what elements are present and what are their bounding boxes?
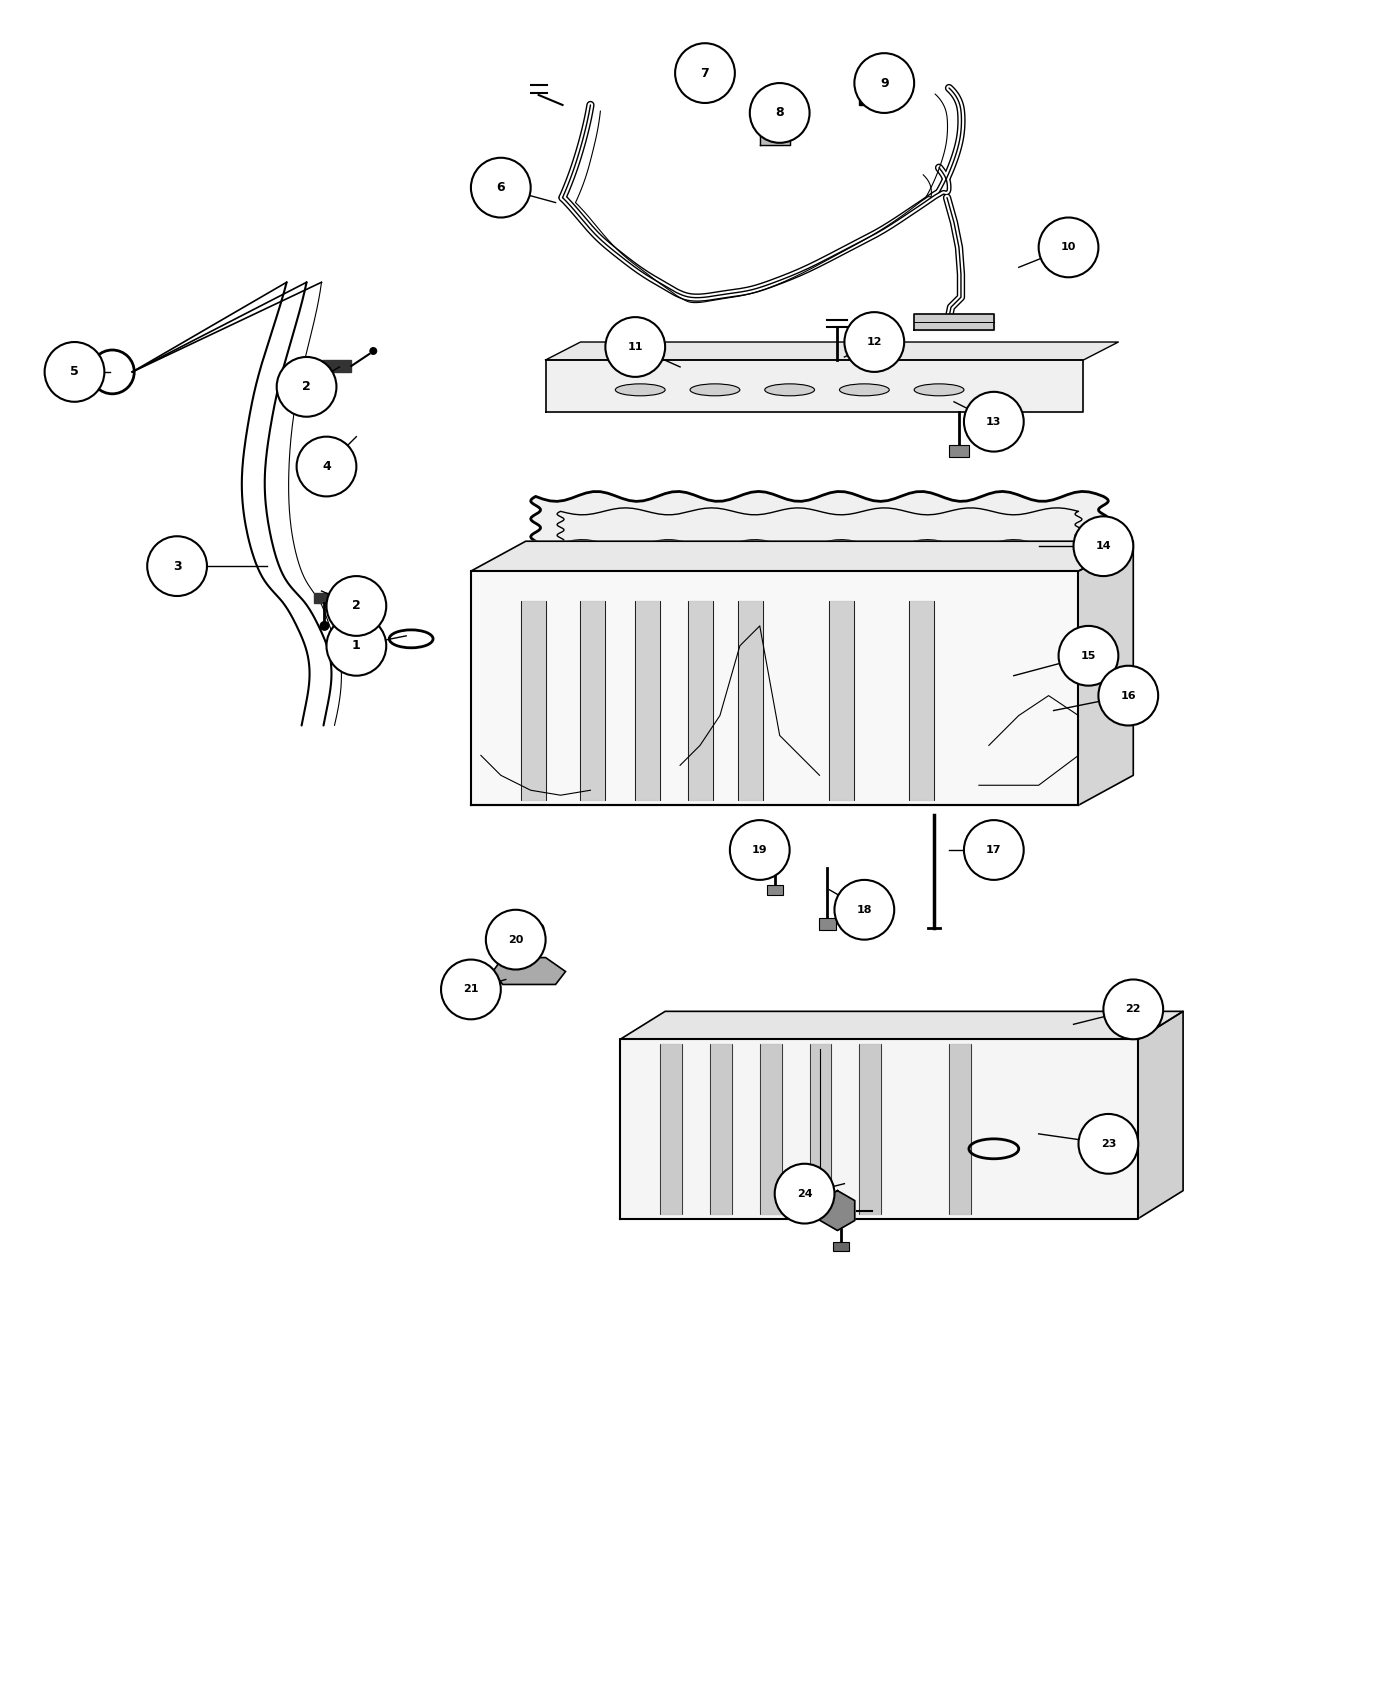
Bar xyxy=(949,445,969,457)
Text: 2: 2 xyxy=(351,600,361,612)
Text: 5: 5 xyxy=(70,366,78,379)
Circle shape xyxy=(370,347,377,355)
Polygon shape xyxy=(860,1044,881,1214)
Text: 14: 14 xyxy=(1096,541,1112,551)
Text: 2: 2 xyxy=(302,381,311,393)
Polygon shape xyxy=(1078,541,1133,806)
Polygon shape xyxy=(636,602,661,801)
Circle shape xyxy=(441,959,501,1020)
Ellipse shape xyxy=(764,384,815,396)
Ellipse shape xyxy=(616,384,665,396)
Polygon shape xyxy=(531,491,1109,564)
Polygon shape xyxy=(914,314,994,330)
Circle shape xyxy=(854,53,914,112)
Polygon shape xyxy=(687,602,713,801)
Text: 23: 23 xyxy=(1100,1139,1116,1149)
Circle shape xyxy=(834,881,895,940)
Circle shape xyxy=(965,819,1023,881)
Polygon shape xyxy=(620,1039,1138,1219)
Polygon shape xyxy=(829,602,854,801)
Text: 9: 9 xyxy=(881,76,889,90)
Circle shape xyxy=(45,342,105,401)
Bar xyxy=(833,1243,850,1251)
Text: 17: 17 xyxy=(986,845,1001,855)
Text: 3: 3 xyxy=(172,559,182,573)
Polygon shape xyxy=(493,957,566,984)
Circle shape xyxy=(729,819,790,881)
Circle shape xyxy=(277,357,336,416)
Polygon shape xyxy=(820,1190,855,1231)
Circle shape xyxy=(1078,1114,1138,1173)
Polygon shape xyxy=(470,571,1078,597)
Text: 6: 6 xyxy=(497,182,505,194)
Polygon shape xyxy=(949,1044,972,1214)
Circle shape xyxy=(486,910,546,969)
Polygon shape xyxy=(710,1044,732,1214)
Text: 20: 20 xyxy=(508,935,524,945)
Polygon shape xyxy=(760,1044,781,1214)
Text: 1: 1 xyxy=(351,639,361,653)
Polygon shape xyxy=(546,360,1084,411)
Text: 16: 16 xyxy=(1120,690,1137,700)
Bar xyxy=(819,918,836,930)
Polygon shape xyxy=(322,360,351,372)
Circle shape xyxy=(750,83,809,143)
Circle shape xyxy=(532,923,545,935)
Polygon shape xyxy=(581,602,605,801)
Text: 19: 19 xyxy=(752,845,767,855)
Circle shape xyxy=(297,437,357,496)
Polygon shape xyxy=(314,593,336,604)
Circle shape xyxy=(1103,979,1163,1039)
Polygon shape xyxy=(760,128,790,144)
Bar xyxy=(860,95,867,105)
Text: 11: 11 xyxy=(627,342,643,352)
Text: 24: 24 xyxy=(797,1188,812,1198)
Text: 7: 7 xyxy=(700,66,710,80)
Polygon shape xyxy=(546,342,1119,360)
Circle shape xyxy=(844,313,904,372)
Text: 4: 4 xyxy=(322,461,330,473)
Text: 22: 22 xyxy=(1126,1005,1141,1015)
Circle shape xyxy=(605,318,665,377)
Polygon shape xyxy=(470,571,1078,806)
Polygon shape xyxy=(738,602,763,801)
Circle shape xyxy=(147,536,207,597)
Circle shape xyxy=(1074,517,1133,576)
Circle shape xyxy=(965,391,1023,452)
Polygon shape xyxy=(521,602,546,801)
Circle shape xyxy=(1039,218,1099,277)
Bar xyxy=(767,886,783,894)
Ellipse shape xyxy=(914,384,965,396)
Circle shape xyxy=(326,615,386,675)
Text: 18: 18 xyxy=(857,904,872,915)
Circle shape xyxy=(319,620,329,631)
Text: 8: 8 xyxy=(776,107,784,119)
Polygon shape xyxy=(470,541,1133,571)
Polygon shape xyxy=(1138,1012,1183,1219)
Circle shape xyxy=(1099,666,1158,726)
Polygon shape xyxy=(809,1044,832,1214)
Text: 12: 12 xyxy=(867,337,882,347)
Text: 21: 21 xyxy=(463,984,479,994)
Ellipse shape xyxy=(840,384,889,396)
Polygon shape xyxy=(661,1044,682,1214)
Text: 13: 13 xyxy=(986,416,1001,427)
Circle shape xyxy=(774,1164,834,1224)
Circle shape xyxy=(675,42,735,104)
Circle shape xyxy=(470,158,531,218)
Polygon shape xyxy=(909,602,934,801)
Polygon shape xyxy=(620,1012,1183,1039)
Ellipse shape xyxy=(690,384,739,396)
Circle shape xyxy=(1058,626,1119,685)
Text: 10: 10 xyxy=(1061,243,1077,252)
Circle shape xyxy=(326,576,386,636)
Text: 15: 15 xyxy=(1081,651,1096,661)
